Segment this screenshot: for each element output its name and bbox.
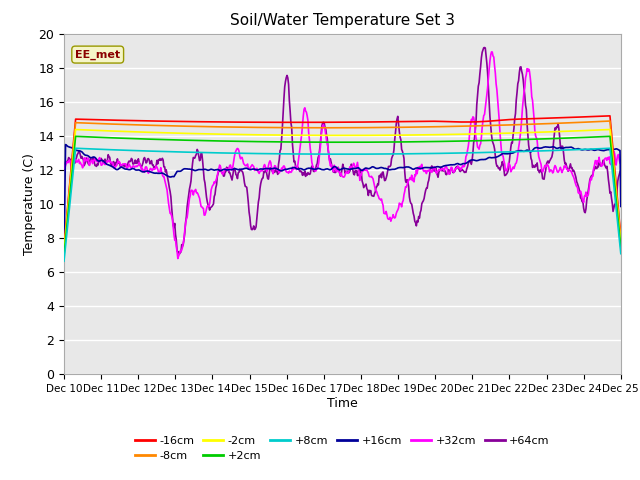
+16cm	[214, 167, 222, 172]
-16cm	[617, 233, 625, 239]
-16cm	[214, 119, 221, 125]
-16cm	[184, 119, 192, 124]
+2cm	[127, 136, 135, 142]
Line: +2cm: +2cm	[64, 136, 621, 255]
+32cm	[214, 169, 222, 175]
+32cm	[488, 49, 495, 55]
Line: +64cm: +64cm	[64, 48, 621, 254]
+16cm	[411, 166, 419, 171]
Legend: -16cm, -8cm, -2cm, +2cm, +8cm, +16cm, +32cm, +64cm: -16cm, -8cm, -2cm, +2cm, +8cm, +16cm, +3…	[131, 431, 554, 466]
+64cm	[214, 170, 222, 176]
+2cm	[606, 133, 614, 139]
+8cm	[185, 149, 193, 155]
+32cm	[428, 168, 435, 173]
+32cm	[185, 202, 193, 207]
+64cm	[60, 167, 68, 173]
-2cm	[411, 132, 419, 138]
+2cm	[184, 137, 192, 143]
-8cm	[127, 122, 135, 128]
-8cm	[617, 236, 625, 242]
-8cm	[60, 246, 68, 252]
+16cm	[60, 256, 68, 262]
+16cm	[185, 166, 193, 172]
X-axis label: Time: Time	[327, 397, 358, 410]
Line: +16cm: +16cm	[64, 144, 621, 259]
+32cm	[60, 163, 68, 168]
-8cm	[426, 124, 434, 130]
-16cm	[60, 244, 68, 250]
Line: +8cm: +8cm	[64, 148, 621, 261]
-2cm	[128, 129, 136, 134]
-2cm	[617, 241, 625, 247]
-2cm	[428, 132, 435, 138]
+16cm	[61, 142, 69, 147]
-2cm	[185, 131, 193, 136]
-16cm	[410, 119, 418, 124]
+64cm	[428, 165, 435, 170]
+64cm	[411, 218, 419, 224]
+8cm	[428, 151, 435, 156]
+64cm	[185, 192, 193, 198]
+64cm	[481, 45, 488, 50]
+32cm	[411, 172, 419, 178]
+2cm	[426, 139, 434, 144]
-8cm	[70, 136, 78, 142]
-2cm	[60, 249, 68, 255]
+32cm	[70, 156, 78, 162]
-8cm	[214, 124, 221, 130]
+8cm	[70, 160, 78, 166]
+2cm	[60, 252, 68, 258]
+2cm	[617, 244, 625, 250]
+2cm	[214, 138, 221, 144]
+8cm	[128, 148, 136, 154]
+32cm	[127, 165, 135, 171]
-8cm	[606, 118, 614, 124]
+2cm	[410, 139, 418, 144]
Title: Soil/Water Temperature Set 3: Soil/Water Temperature Set 3	[230, 13, 455, 28]
-16cm	[426, 119, 434, 124]
Line: -2cm: -2cm	[64, 130, 621, 252]
+16cm	[617, 204, 625, 209]
+64cm	[127, 156, 135, 161]
+64cm	[70, 160, 78, 166]
-16cm	[606, 113, 614, 119]
-8cm	[184, 123, 192, 129]
-2cm	[214, 131, 222, 137]
Text: EE_met: EE_met	[75, 49, 120, 60]
+16cm	[71, 147, 79, 153]
+64cm	[175, 251, 183, 257]
+8cm	[411, 151, 419, 156]
-8cm	[410, 124, 418, 130]
Y-axis label: Temperature (C): Temperature (C)	[22, 153, 36, 255]
Line: +32cm: +32cm	[64, 52, 621, 259]
+8cm	[60, 258, 68, 264]
+8cm	[72, 145, 79, 151]
+16cm	[128, 166, 136, 171]
+16cm	[428, 165, 435, 170]
+2cm	[70, 149, 78, 155]
Line: -8cm: -8cm	[64, 121, 621, 249]
+64cm	[617, 167, 625, 173]
+32cm	[174, 256, 182, 262]
+8cm	[214, 150, 222, 156]
Line: -16cm: -16cm	[64, 116, 621, 247]
+8cm	[617, 251, 625, 256]
-16cm	[127, 118, 135, 123]
-2cm	[70, 143, 78, 149]
+32cm	[617, 161, 625, 167]
-2cm	[72, 127, 79, 132]
-16cm	[70, 133, 78, 139]
